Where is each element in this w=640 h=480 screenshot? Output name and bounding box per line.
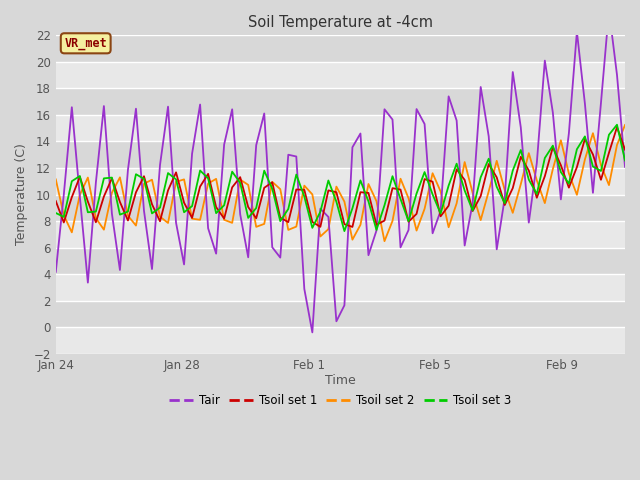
Y-axis label: Temperature (C): Temperature (C) <box>15 144 28 245</box>
Bar <box>56 62 625 88</box>
Bar <box>56 194 625 221</box>
Legend: Tair, Tsoil set 1, Tsoil set 2, Tsoil set 3: Tair, Tsoil set 1, Tsoil set 2, Tsoil se… <box>164 389 516 411</box>
Bar <box>56 221 625 248</box>
Bar <box>56 168 625 194</box>
Bar <box>56 248 625 274</box>
Bar <box>56 300 625 327</box>
Bar <box>56 36 625 62</box>
Bar <box>56 115 625 142</box>
Bar <box>56 142 625 168</box>
X-axis label: Time: Time <box>325 374 356 387</box>
Bar <box>56 274 625 300</box>
Bar <box>56 327 625 354</box>
Title: Soil Temperature at -4cm: Soil Temperature at -4cm <box>248 15 433 30</box>
Bar <box>56 88 625 115</box>
Text: VR_met: VR_met <box>65 37 107 50</box>
